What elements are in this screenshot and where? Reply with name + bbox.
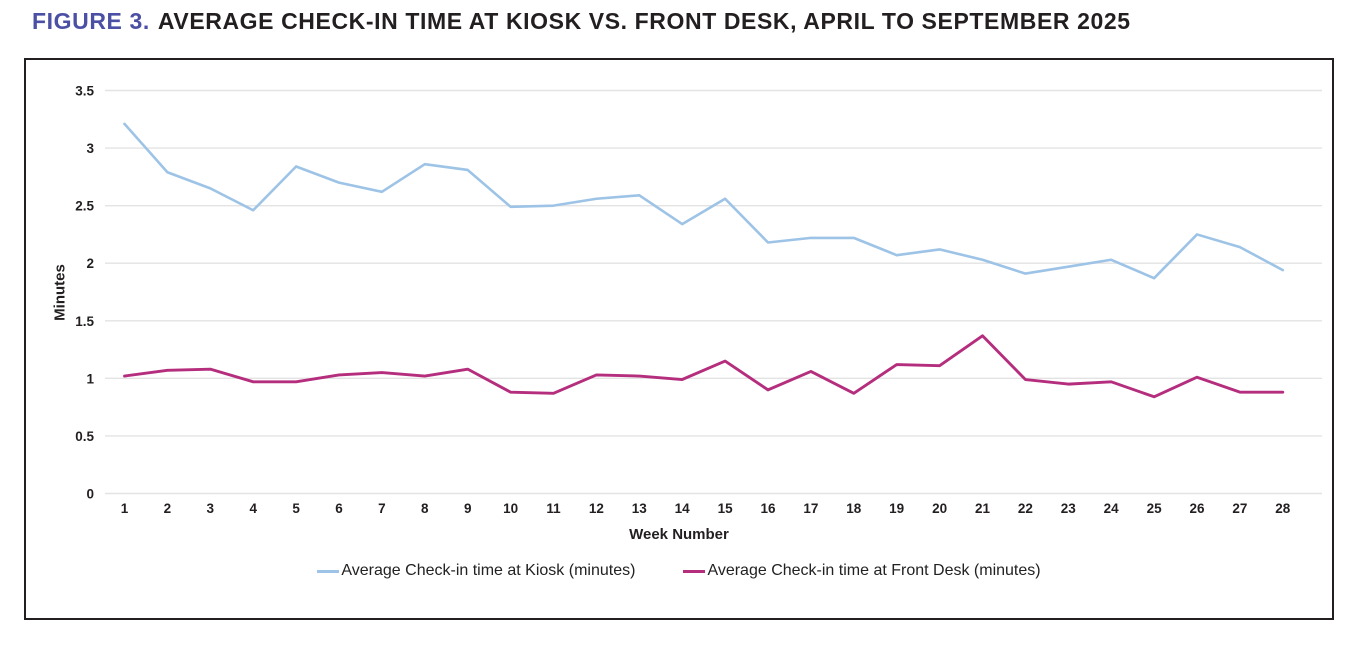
x-tick-label: 6	[335, 501, 343, 516]
y-tick-label: 3	[86, 141, 94, 156]
x-tick-label: 4	[249, 501, 257, 516]
x-tick-label: 7	[378, 501, 386, 516]
x-tick-label: 27	[1232, 501, 1247, 516]
x-tick-label: 25	[1147, 501, 1163, 516]
y-tick-label: 1.5	[75, 314, 94, 329]
page-title: FIGURE 3. AVERAGE CHECK-IN TIME AT KIOSK …	[32, 8, 1332, 35]
x-tick-label: 20	[932, 501, 947, 516]
x-tick-label: 5	[292, 501, 300, 516]
kiosk-series-line	[123, 122, 1285, 280]
x-tick-label: 17	[803, 501, 818, 516]
x-tick-label: 8	[421, 501, 429, 516]
y-tick-label: 1	[86, 371, 94, 386]
legend: Average Check-in time at Kiosk (minutes)…	[26, 562, 1332, 580]
x-tick-label: 22	[1018, 501, 1033, 516]
y-tick-label: 2.5	[75, 199, 94, 214]
x-tick-label: 14	[675, 501, 691, 516]
x-tick-label: 3	[207, 501, 215, 516]
front-desk-line-swatch-icon	[683, 569, 706, 573]
chart-frame: 0 0.5 1 1.5 2 2.5 3 3.5 1 2 3 4 5 6 7 8 9 10 11 12 13 14 15 16 1…	[24, 58, 1334, 620]
front-desk-series-line	[123, 334, 1285, 399]
x-tick-label: 19	[889, 501, 904, 516]
y-axis-title: Minutes	[51, 264, 69, 321]
y-tick-label: 0.5	[75, 429, 94, 444]
x-tick-label: 13	[632, 501, 648, 516]
legend-label-kiosk: Average Check-in time at Kiosk (minutes)	[341, 562, 636, 579]
figure-label: FIGURE 3.	[32, 8, 150, 34]
x-tick-label: 24	[1104, 501, 1120, 516]
kiosk-line-swatch-icon	[317, 569, 340, 573]
x-tick-label: 1	[121, 501, 129, 516]
figure-title-text: AVERAGE CHECK-IN TIME AT KIOSK VS. FRONT…	[157, 8, 1131, 34]
x-tick-label: 9	[464, 501, 472, 516]
x-tick-label: 21	[975, 501, 991, 516]
x-tick-label: 23	[1061, 501, 1077, 516]
legend-item-kiosk: Average Check-in time at Kiosk (minutes)	[317, 562, 635, 580]
y-tick-label: 0	[86, 487, 94, 502]
x-tick-label: 10	[503, 501, 518, 516]
x-tick-label: 28	[1275, 501, 1291, 516]
x-tick-label: 16	[760, 501, 776, 516]
legend-label-front-desk: Average Check-in time at Front Desk (min…	[707, 562, 1041, 579]
y-tick-label: 2	[86, 256, 94, 271]
legend-item-front-desk: Average Check-in time at Front Desk (min…	[683, 562, 1041, 580]
chart-canvas: 00.511.522.533.51 2 3 4 5 6 7 8 9 10 11 12 13 14 15 16 1…	[75, 84, 1322, 516]
x-tick-label: 2	[164, 501, 172, 516]
x-tick-label: 15	[718, 501, 734, 516]
x-tick-label: 11	[546, 501, 561, 516]
x-tick-label: 18	[846, 501, 862, 516]
x-axis-title: Week Number	[629, 526, 729, 543]
y-tick-label: 3.5	[75, 84, 94, 99]
x-tick-label: 12	[589, 501, 604, 516]
x-tick-label: 26	[1189, 501, 1205, 516]
